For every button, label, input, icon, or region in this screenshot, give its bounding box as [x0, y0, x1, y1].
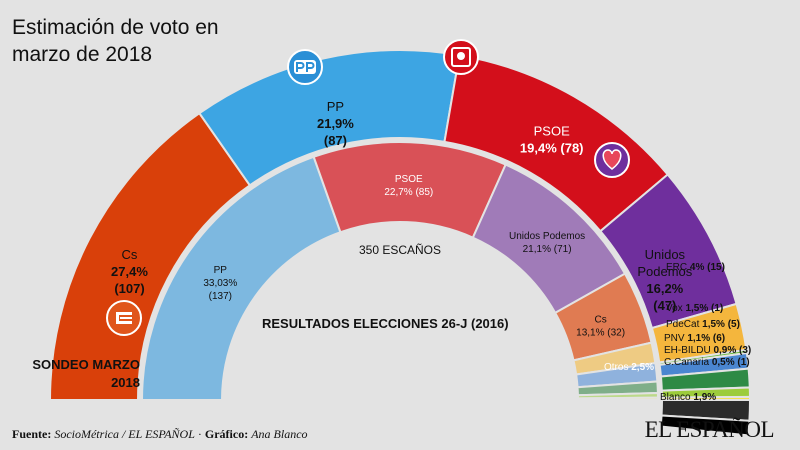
outer-label-pp-seats: (87): [324, 133, 347, 148]
sondeo-label: SONDEO MARZO 2018: [32, 357, 140, 390]
inner-label-pp-seats: (137): [209, 291, 232, 302]
brand-logo: EL ESPAÑOL: [644, 417, 775, 442]
callout-eh-bildu: EH-BILDU 0,9% (3): [664, 345, 751, 356]
grafico-value: Ana Blanco: [251, 427, 308, 441]
callout-c-canaria: C.Canaria 0,5% (1): [664, 357, 750, 368]
resultados-text: RESULTADOS ELECCIONES 26-J (2016): [262, 316, 509, 331]
grafico-label: Gráfico:: [204, 427, 249, 441]
outer-label-cs-percent: 27,4%: [111, 264, 148, 279]
inner-bar-c-canaria: [576, 396, 660, 401]
outer-label-unidos-podemos-name: Unidos: [645, 247, 686, 262]
inner-label-unidos-podemos-name: Unidos Podemos: [509, 231, 585, 242]
outer-label-psoe-name: PSOE: [534, 123, 570, 138]
podemos-logo-icon: [594, 142, 630, 178]
inner-label-cs-name: Cs: [594, 315, 606, 326]
outer-label-cs-seats: (107): [114, 281, 144, 296]
outer-label-cs-name: Cs: [122, 247, 138, 262]
inner-label-psoe-percent: 22,7% (85): [384, 187, 433, 198]
outer-label-unidos-podemos-name2: Podemos: [637, 264, 692, 279]
outer-label-pp-name: PP: [327, 99, 344, 114]
inner-label-pp-name: PP: [214, 265, 228, 276]
cs-logo-icon: [106, 300, 142, 336]
outer-label-psoe-percent: 19,4% (78): [520, 140, 584, 155]
footer-separator: ·: [197, 427, 202, 441]
inner-label-cs-percent: 13,1% (32): [576, 328, 625, 339]
inner-label-pp-percent: 33,03%: [203, 278, 237, 289]
psoe-logo-icon: [443, 39, 479, 75]
outer-bar-blanco: [659, 414, 751, 437]
inner-label-psoe-name: PSOE: [395, 174, 423, 185]
callout-erc: ERC 4% (15): [666, 262, 725, 273]
callout-otros: Otros 2,5%: [604, 362, 654, 373]
callout-vox: Vox 1,5% (1): [666, 303, 723, 314]
fuente-value: SocioMétrica / EL ESPAÑOL: [54, 427, 195, 441]
outer-label-unidos-podemos-percent: 16,2%: [646, 281, 683, 296]
callout-blanco: Blanco 1,9%: [660, 392, 716, 403]
resultados-label: RESULTADOS ELECCIONES 26-J (2016): [262, 316, 509, 332]
pp-logo-icon: [287, 49, 323, 85]
outer-label-unidos-podemos-seats: (47): [653, 298, 676, 313]
center-seats-label: 350 ESCAÑOS: [359, 243, 441, 257]
callout-pdecat: PdeCat 1,5% (5): [666, 319, 740, 330]
fuente-label: Fuente:: [12, 427, 52, 441]
inner-label-unidos-podemos-percent: 21,1% (71): [523, 244, 572, 255]
outer-label-pp-percent: 21,9%: [317, 116, 354, 131]
source-footer: Fuente: SocioMétrica / EL ESPAÑOL · Gráf…: [12, 427, 308, 442]
chart-title: Estimación de voto en marzo de 2018: [12, 16, 219, 66]
callout-pnv: PNV 1,1% (6): [664, 333, 725, 344]
